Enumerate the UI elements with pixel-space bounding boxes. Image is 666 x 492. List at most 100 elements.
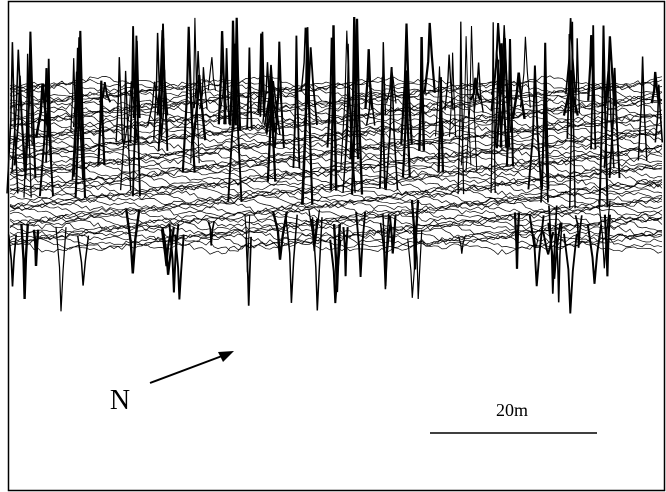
profile-line: [637, 56, 648, 161]
profile-line: [604, 36, 616, 107]
profile-line: [97, 80, 106, 166]
profile-line: [190, 17, 200, 164]
profile-line: [160, 229, 173, 267]
profile-line: [193, 50, 203, 109]
profile-line: [9, 194, 663, 208]
profile-line: [303, 47, 318, 126]
profile-line: [9, 190, 663, 206]
profile-line: [410, 199, 420, 270]
profile-line: [229, 20, 237, 126]
profile-line: [9, 223, 663, 237]
profile-line: [284, 214, 298, 303]
profile-line: [271, 211, 288, 260]
profile-line: [55, 227, 67, 312]
profile-line: [565, 18, 577, 94]
profile-line: [329, 239, 342, 304]
profile-line: [598, 25, 609, 208]
profile-line: [128, 80, 140, 94]
profile-line: [388, 215, 397, 254]
profile-line: [326, 37, 337, 148]
profile-line: [71, 47, 84, 181]
profile-line: [385, 66, 399, 191]
profile-line: [292, 35, 301, 169]
profile-line: [24, 31, 37, 178]
profile-line: [590, 25, 597, 150]
profile-line: [217, 31, 227, 125]
profile-line: [246, 47, 253, 130]
profile-line: [574, 38, 581, 114]
profile-line: [160, 38, 167, 119]
profile-line: [349, 16, 360, 160]
profile-line: [563, 233, 578, 314]
profile-line: [547, 222, 562, 279]
profile-line: [344, 43, 353, 170]
profile-line: [9, 214, 663, 229]
scale-label: 20m: [496, 400, 528, 420]
profile-line: [608, 67, 621, 179]
profile-line: [495, 43, 508, 149]
profile-line: [308, 209, 321, 252]
profile-line: [650, 71, 660, 104]
profile-line: [511, 72, 526, 120]
profile-line: [493, 59, 503, 148]
profile-line: [437, 77, 445, 173]
profile-line: [32, 229, 40, 267]
profile-line: [519, 36, 531, 108]
north-label: N: [110, 385, 130, 416]
profile-line: [513, 212, 521, 269]
profile-line: [448, 52, 457, 137]
profile-line: [125, 209, 141, 274]
profile-line: [9, 207, 663, 224]
profile-line: [586, 225, 603, 284]
profile-line: [460, 36, 472, 166]
north-arrow: [149, 351, 234, 384]
profile-line: [76, 235, 90, 286]
profile-line: [529, 231, 543, 249]
profile-line: [207, 57, 217, 91]
profile-line: [227, 43, 243, 202]
profile-line: [70, 58, 78, 133]
profile-line: [9, 205, 663, 220]
profile-line: [263, 64, 279, 126]
profile-line: [300, 27, 314, 205]
profile-line: [527, 65, 543, 190]
profile-line: [9, 219, 663, 234]
profile-line: [38, 68, 54, 197]
profile-line: [469, 77, 482, 101]
profile-line: [418, 36, 426, 151]
profile-line: [364, 49, 374, 110]
profile-line: [257, 33, 266, 114]
profile-line: [13, 75, 27, 166]
profile-line: [457, 236, 466, 254]
profile-line: [9, 103, 663, 119]
terrain-wireframe: [6, 16, 664, 314]
profile-line: [9, 217, 663, 232]
profile-line: [9, 196, 663, 211]
profile-line: [562, 70, 579, 116]
profile-line: [598, 200, 611, 269]
profile-line: [457, 21, 465, 195]
profile-line: [400, 23, 413, 145]
profile-line: [423, 22, 436, 93]
profile-line: [528, 215, 545, 287]
profile-line: [245, 236, 252, 306]
profile-line: [168, 223, 180, 293]
profile-line: [401, 70, 411, 178]
profile-line: [378, 76, 386, 189]
profile-line: [147, 81, 163, 127]
profile-line: [207, 221, 215, 246]
profile-line: [434, 66, 444, 137]
profile-line: [266, 82, 277, 182]
profile-line: [9, 98, 663, 113]
profile-line: [9, 234, 663, 249]
profile-line: [355, 211, 367, 277]
profile-line: [153, 32, 163, 140]
profile-line: [119, 70, 132, 191]
profile-line: [342, 227, 349, 277]
profile-line: [131, 35, 141, 197]
profile-line: [115, 57, 124, 143]
profile-line: [74, 30, 87, 199]
profile-line: [34, 83, 51, 138]
profile-line: [9, 101, 663, 116]
